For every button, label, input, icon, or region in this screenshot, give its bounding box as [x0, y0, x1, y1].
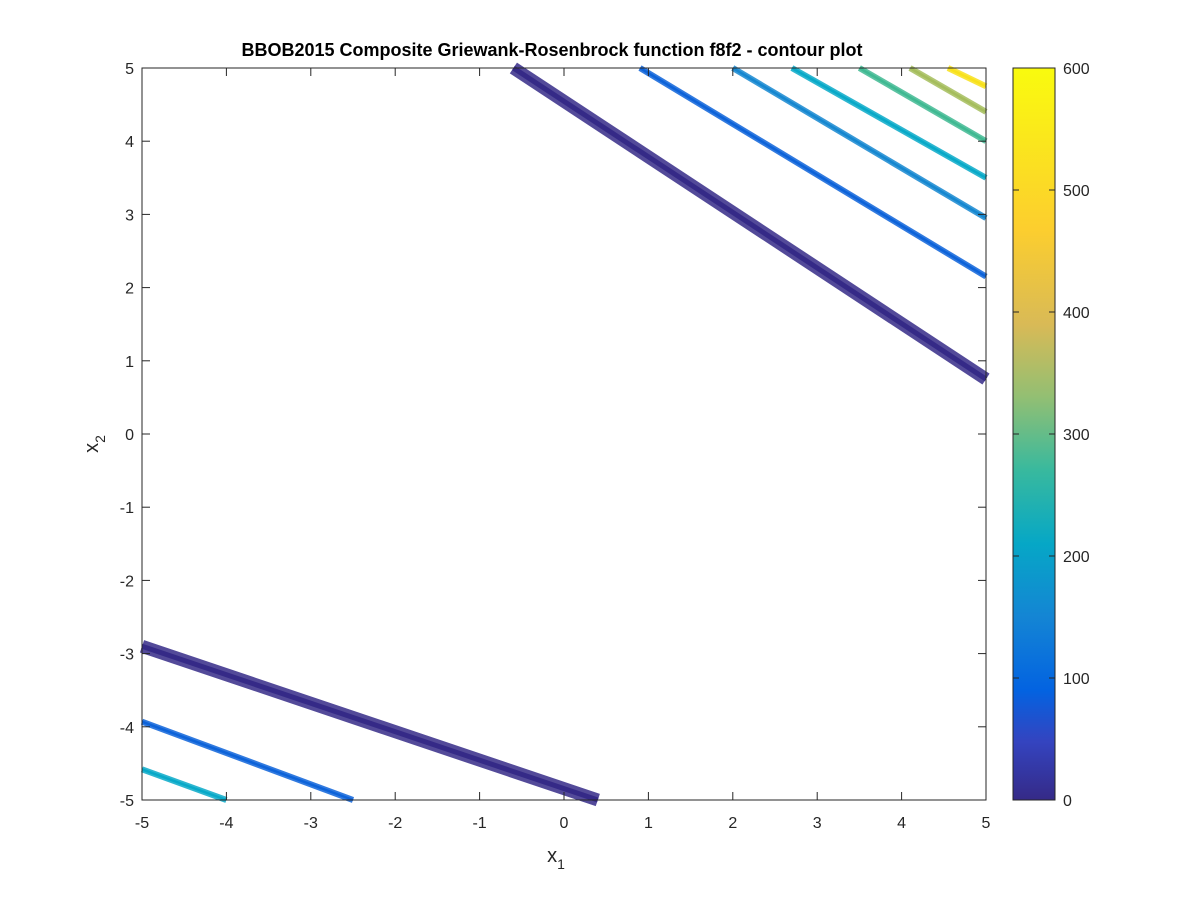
x-tick-label: 2	[728, 815, 737, 832]
chart-title: BBOB2015 Composite Griewank-Rosenbrock f…	[241, 40, 862, 60]
y-tick-label: -2	[120, 573, 134, 590]
contour-line	[858, 66, 987, 143]
y-tick-label: 5	[125, 61, 134, 78]
x-tick-label: 0	[560, 815, 569, 832]
colorbar-tick-label: 100	[1063, 671, 1090, 688]
colorbar-tick-label: 500	[1063, 183, 1090, 200]
y-axis-label: x2	[81, 435, 108, 453]
contour-line	[141, 768, 227, 802]
y-axis-label-main: x	[81, 443, 103, 453]
y-tick-label: 2	[125, 281, 134, 298]
contour-line	[141, 643, 599, 803]
y-tick-label: 3	[125, 207, 134, 224]
x-axis-label-main: x	[547, 845, 557, 867]
colorbar-tick-label: 0	[1063, 793, 1072, 810]
y-axis-ticks: -5 -4 -3 -2 -1 0 1 2 3 4 5	[120, 61, 986, 810]
colorbar-tick-label: 400	[1063, 305, 1090, 322]
x-tick-label: -4	[219, 815, 233, 832]
y-tick-label: 0	[125, 427, 134, 444]
contour-line	[947, 66, 987, 88]
x-tick-label: 1	[644, 815, 653, 832]
x-tick-label: 4	[897, 815, 906, 832]
x-axis-ticks: -5 -4 -3 -2 -1 0 1 2 3 4 5	[135, 68, 991, 832]
contour-line	[512, 65, 988, 382]
contour-line	[639, 66, 987, 278]
y-axis-label-sub: 2	[92, 435, 108, 443]
y-tick-label: -1	[120, 500, 134, 517]
y-tick-label: 4	[125, 134, 134, 151]
y-tick-label: -3	[120, 647, 134, 664]
x-tick-label: 5	[982, 815, 991, 832]
x-axis-label: x1	[547, 845, 565, 872]
x-tick-label: -2	[388, 815, 402, 832]
y-tick-label: -4	[120, 720, 134, 737]
y-tick-label: -5	[120, 793, 134, 810]
x-tick-label: -1	[472, 815, 486, 832]
contour-line	[141, 720, 354, 802]
colorbar-tick-label: 200	[1063, 549, 1090, 566]
colorbar	[1013, 68, 1055, 800]
colorbar-tick-label: 600	[1063, 61, 1090, 78]
x-tick-label: 3	[813, 815, 822, 832]
contour-line	[732, 66, 987, 220]
x-axis-label-sub: 1	[557, 856, 565, 872]
y-tick-label: 1	[125, 354, 134, 371]
contour-line	[791, 66, 987, 179]
colorbar-ticks: 0 100 200 300 400 500 600	[1013, 61, 1090, 810]
x-tick-label: -5	[135, 815, 149, 832]
x-tick-label: -3	[304, 815, 318, 832]
contour-line	[909, 66, 987, 113]
contour-lines	[139, 62, 990, 807]
colorbar-tick-label: 300	[1063, 427, 1090, 444]
